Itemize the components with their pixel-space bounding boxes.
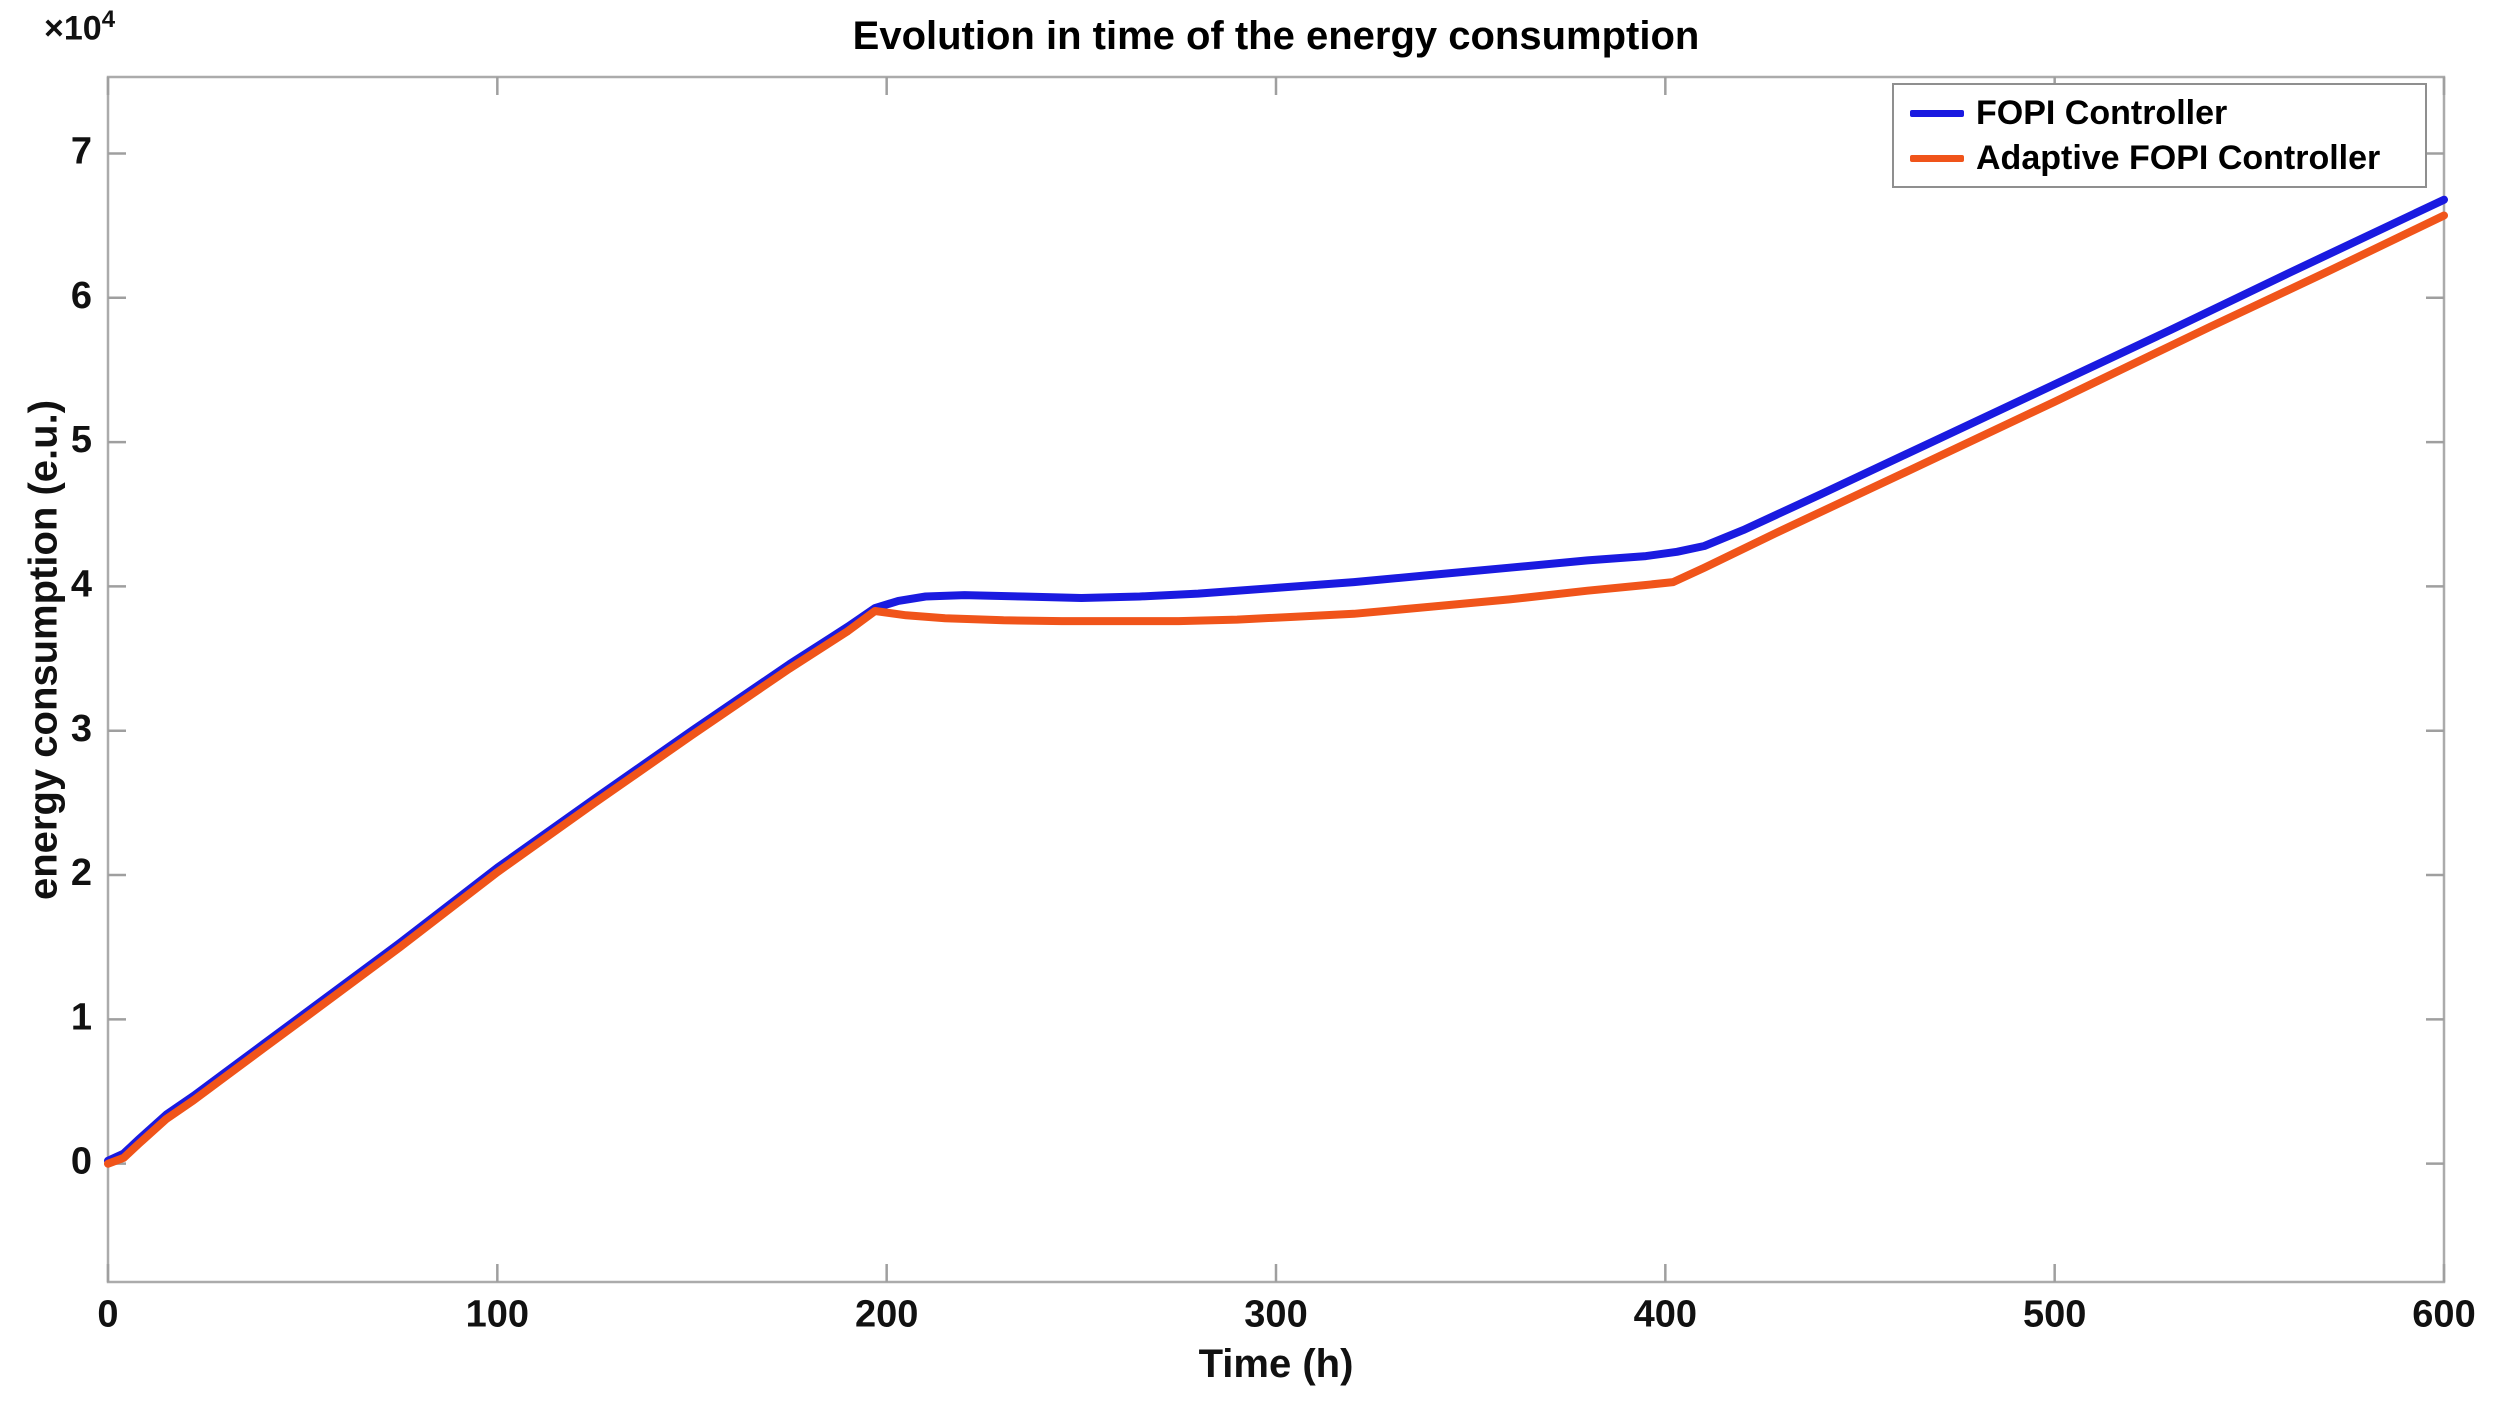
- plot-area-border: [106, 75, 2446, 1284]
- series-line-adaptive-fopi[interactable]: [104, 211, 2448, 1168]
- series-line-fopi[interactable]: [104, 195, 2448, 1165]
- legend-label-adaptive-fopi: Adaptive FOPI Controller: [1976, 139, 2381, 177]
- x-axis-label: Time (h): [1198, 1342, 1354, 1386]
- x-tick-label: 200: [855, 1293, 918, 1335]
- y-axis-multiplier-exponent: 4: [101, 6, 116, 33]
- legend-item-adaptive-fopi[interactable]: Adaptive FOPI Controller: [1894, 141, 2425, 175]
- y-axis-label: energy consumption (e.u.): [21, 399, 66, 901]
- x-tick-label: 300: [1244, 1293, 1307, 1335]
- x-tick-label: 100: [466, 1293, 529, 1335]
- legend-box[interactable]: FOPI Controller Adaptive FOPI Controller: [1892, 83, 2427, 188]
- legend-label-fopi: FOPI Controller: [1976, 94, 2228, 132]
- y-tick-label: 6: [71, 275, 92, 317]
- y-axis-multiplier-base: ×10: [44, 9, 102, 48]
- x-tick-label: 600: [2412, 1293, 2475, 1335]
- y-tick-label: 3: [71, 708, 92, 750]
- x-tick-label: 500: [2023, 1293, 2086, 1335]
- y-tick-label: 7: [71, 131, 92, 173]
- x-tick-label: 0: [97, 1293, 118, 1335]
- legend-item-fopi[interactable]: FOPI Controller: [1894, 96, 2425, 130]
- chart-title: Evolution in time of the energy consumpt…: [852, 14, 1700, 58]
- x-tick-label: 400: [1634, 1293, 1697, 1335]
- legend-line-sample-fopi: [1910, 109, 1964, 117]
- y-tick-label: 4: [71, 563, 92, 605]
- y-tick-label: 0: [71, 1141, 92, 1183]
- legend-line-sample-adaptive-fopi: [1910, 154, 1964, 162]
- y-axis-multiplier: ×104: [44, 6, 115, 48]
- y-tick-label: 5: [71, 419, 92, 461]
- y-tick-label: 1: [71, 996, 92, 1038]
- y-tick-label: 2: [71, 852, 92, 894]
